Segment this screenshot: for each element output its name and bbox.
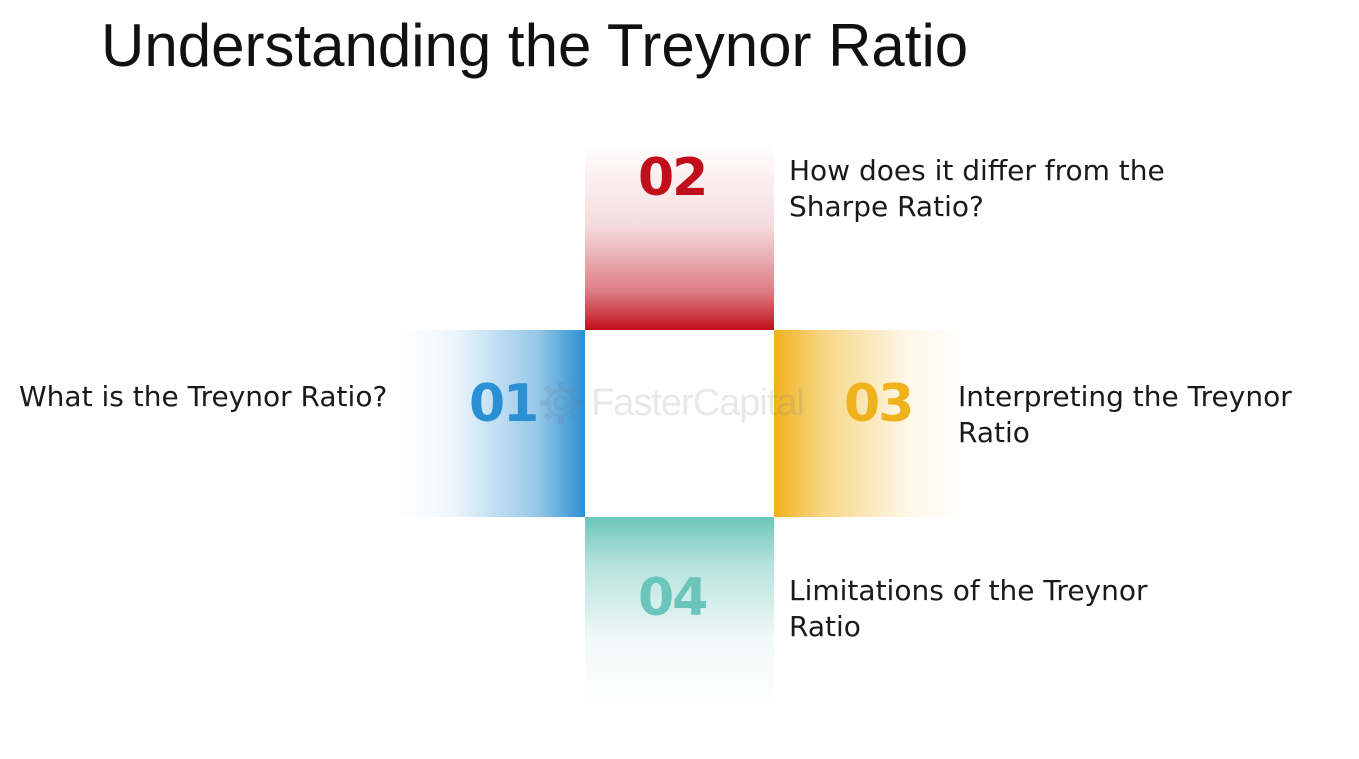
panel-04 (585, 517, 774, 705)
watermark-text: FasterCapital (591, 382, 805, 424)
panel-02 (585, 142, 774, 330)
watermark: FasterCapital (535, 378, 825, 428)
step-number-02: 02 (638, 148, 708, 208)
step-label-01: What is the Treynor Ratio? (19, 380, 388, 413)
panel-03 (774, 330, 964, 517)
step-label-02: How does it differ from the Sharpe Ratio… (789, 154, 1165, 223)
panel-01 (397, 330, 585, 517)
page-title: Understanding the Treynor Ratio (101, 12, 969, 79)
step-number-01: 01 (469, 374, 539, 434)
gear-icon (540, 382, 582, 424)
step-number-04: 04 (638, 568, 708, 628)
step-number-03: 03 (844, 374, 914, 434)
center-square (585, 330, 774, 517)
step-label-03: Interpreting the Treynor Ratio (958, 380, 1292, 449)
step-label-04: Limitations of the Treynor Ratio (789, 574, 1148, 643)
